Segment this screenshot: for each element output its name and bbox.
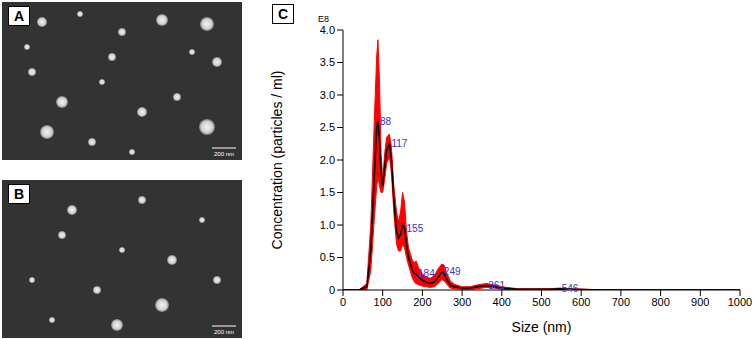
svg-text:Concentration (particles / ml): Concentration (particles / ml) [269,71,285,250]
svg-text:546: 546 [562,283,579,294]
svg-text:200 nm: 200 nm [214,151,234,157]
svg-text:900: 900 [691,296,709,308]
svg-text:800: 800 [651,296,669,308]
svg-text:700: 700 [612,296,630,308]
svg-text:249: 249 [444,266,461,277]
svg-text:1000: 1000 [728,296,752,308]
svg-text:4.0: 4.0 [320,24,335,36]
svg-text:200: 200 [413,296,431,308]
svg-text:2.5: 2.5 [320,121,335,133]
svg-text:117: 117 [391,138,407,149]
svg-text:0: 0 [329,284,335,296]
svg-text:0.5: 0.5 [320,251,335,263]
svg-text:300: 300 [453,296,471,308]
html-text:B: B [14,186,25,202]
svg-text:3.0: 3.0 [320,89,335,101]
svg-text:3.5: 3.5 [320,56,335,68]
svg-text:361: 361 [488,280,505,291]
html-text:E8: E8 [318,14,329,24]
html-text:A: A [14,8,25,24]
svg-text:0: 0 [340,296,346,308]
svg-text:184: 184 [418,268,435,279]
svg-text:155: 155 [407,223,424,234]
html-text:C: C [278,6,289,22]
svg-text:500: 500 [532,296,550,308]
svg-text:88: 88 [380,116,392,127]
svg-text:100: 100 [374,296,392,308]
svg-text:600: 600 [572,296,590,308]
svg-text:1.5: 1.5 [320,186,335,198]
svg-text:200 nm: 200 nm [214,329,234,335]
svg-text:400: 400 [493,296,511,308]
svg-text:2.0: 2.0 [320,154,335,166]
svg-text:Size (nm): Size (nm) [512,319,572,335]
svg-text:1.0: 1.0 [320,219,335,231]
